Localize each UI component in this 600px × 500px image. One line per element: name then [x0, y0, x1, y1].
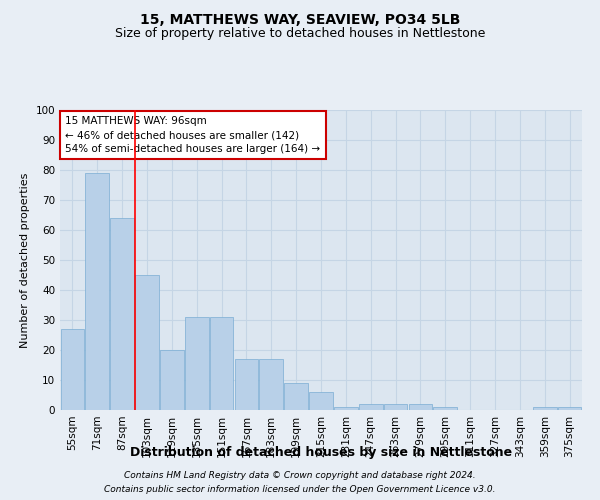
- Bar: [135, 275, 159, 410]
- Bar: [284, 383, 308, 410]
- Bar: [384, 404, 407, 410]
- Bar: [235, 359, 258, 410]
- Bar: [259, 359, 283, 410]
- Bar: [61, 329, 84, 410]
- Text: Distribution of detached houses by size in Nettlestone: Distribution of detached houses by size …: [130, 446, 512, 459]
- Text: 15 MATTHEWS WAY: 96sqm
← 46% of detached houses are smaller (142)
54% of semi-de: 15 MATTHEWS WAY: 96sqm ← 46% of detached…: [65, 116, 320, 154]
- Bar: [185, 317, 209, 410]
- Bar: [309, 392, 333, 410]
- Text: Contains HM Land Registry data © Crown copyright and database right 2024.: Contains HM Land Registry data © Crown c…: [124, 472, 476, 480]
- Bar: [160, 350, 184, 410]
- Bar: [433, 407, 457, 410]
- Bar: [110, 218, 134, 410]
- Text: Contains public sector information licensed under the Open Government Licence v3: Contains public sector information licen…: [104, 484, 496, 494]
- Bar: [409, 404, 432, 410]
- Bar: [359, 404, 383, 410]
- Text: Size of property relative to detached houses in Nettlestone: Size of property relative to detached ho…: [115, 28, 485, 40]
- Text: 15, MATTHEWS WAY, SEAVIEW, PO34 5LB: 15, MATTHEWS WAY, SEAVIEW, PO34 5LB: [140, 12, 460, 26]
- Bar: [210, 317, 233, 410]
- Bar: [533, 407, 557, 410]
- Bar: [85, 173, 109, 410]
- Y-axis label: Number of detached properties: Number of detached properties: [20, 172, 30, 348]
- Bar: [558, 407, 581, 410]
- Bar: [334, 407, 358, 410]
